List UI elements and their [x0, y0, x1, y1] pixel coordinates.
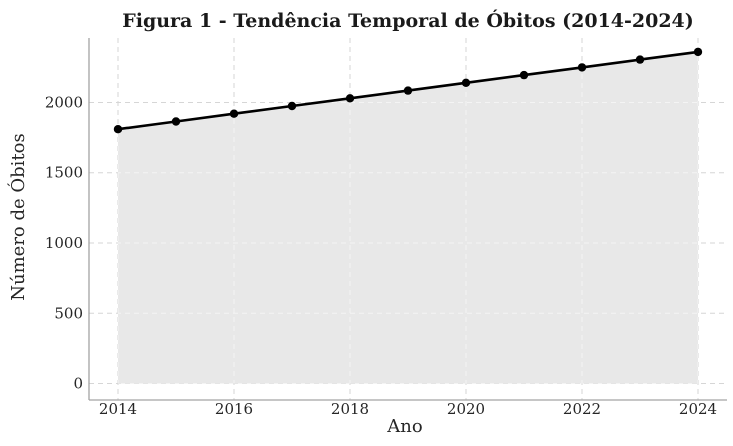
- data-point-2024: [693, 47, 703, 57]
- y-tick-label-1000: 1000: [45, 234, 83, 252]
- y-tick-label-1500: 1500: [45, 164, 83, 182]
- data-point-2023: [635, 55, 645, 64]
- x-tick-label-2016: 2016: [215, 400, 253, 418]
- x-tick-label-2024: 2024: [679, 400, 717, 418]
- chart-title: Figura 1 - Tendência Temporal de Óbitos …: [122, 9, 694, 32]
- x-tick-label-2018: 2018: [331, 400, 369, 418]
- y-axis-label: Número de Óbitos: [6, 133, 29, 300]
- data-point-2020: [461, 78, 471, 88]
- data-point-2022: [577, 63, 587, 72]
- data-point-2017: [287, 101, 297, 111]
- area-fill-layer: [118, 51, 698, 384]
- gridlines-over-fill-layer: [118, 51, 698, 384]
- x-tick-label-2020: 2020: [447, 400, 485, 418]
- data-series-layer: [113, 47, 703, 134]
- x-axis-label: Ano: [386, 416, 422, 437]
- x-tick-label-2022: 2022: [563, 400, 601, 418]
- area-fill: [118, 51, 698, 384]
- data-point-2016: [229, 109, 239, 118]
- y-tick-label-0: 0: [73, 375, 83, 393]
- x-tick-label-2014: 2014: [99, 400, 137, 418]
- y-tick-label-2000: 2000: [45, 94, 83, 112]
- data-point-2018: [345, 94, 355, 103]
- data-point-2019: [403, 86, 413, 95]
- data-point-2015: [171, 117, 181, 126]
- tick-labels-layer: 0 500 1000 1500 2000 2014 2016 2018 2020 2022 2024: [45, 94, 717, 419]
- data-point-2014: [113, 125, 123, 134]
- y-tick-label-500: 500: [54, 304, 83, 322]
- data-point-2021: [519, 70, 529, 80]
- axes-layer: [88, 38, 727, 401]
